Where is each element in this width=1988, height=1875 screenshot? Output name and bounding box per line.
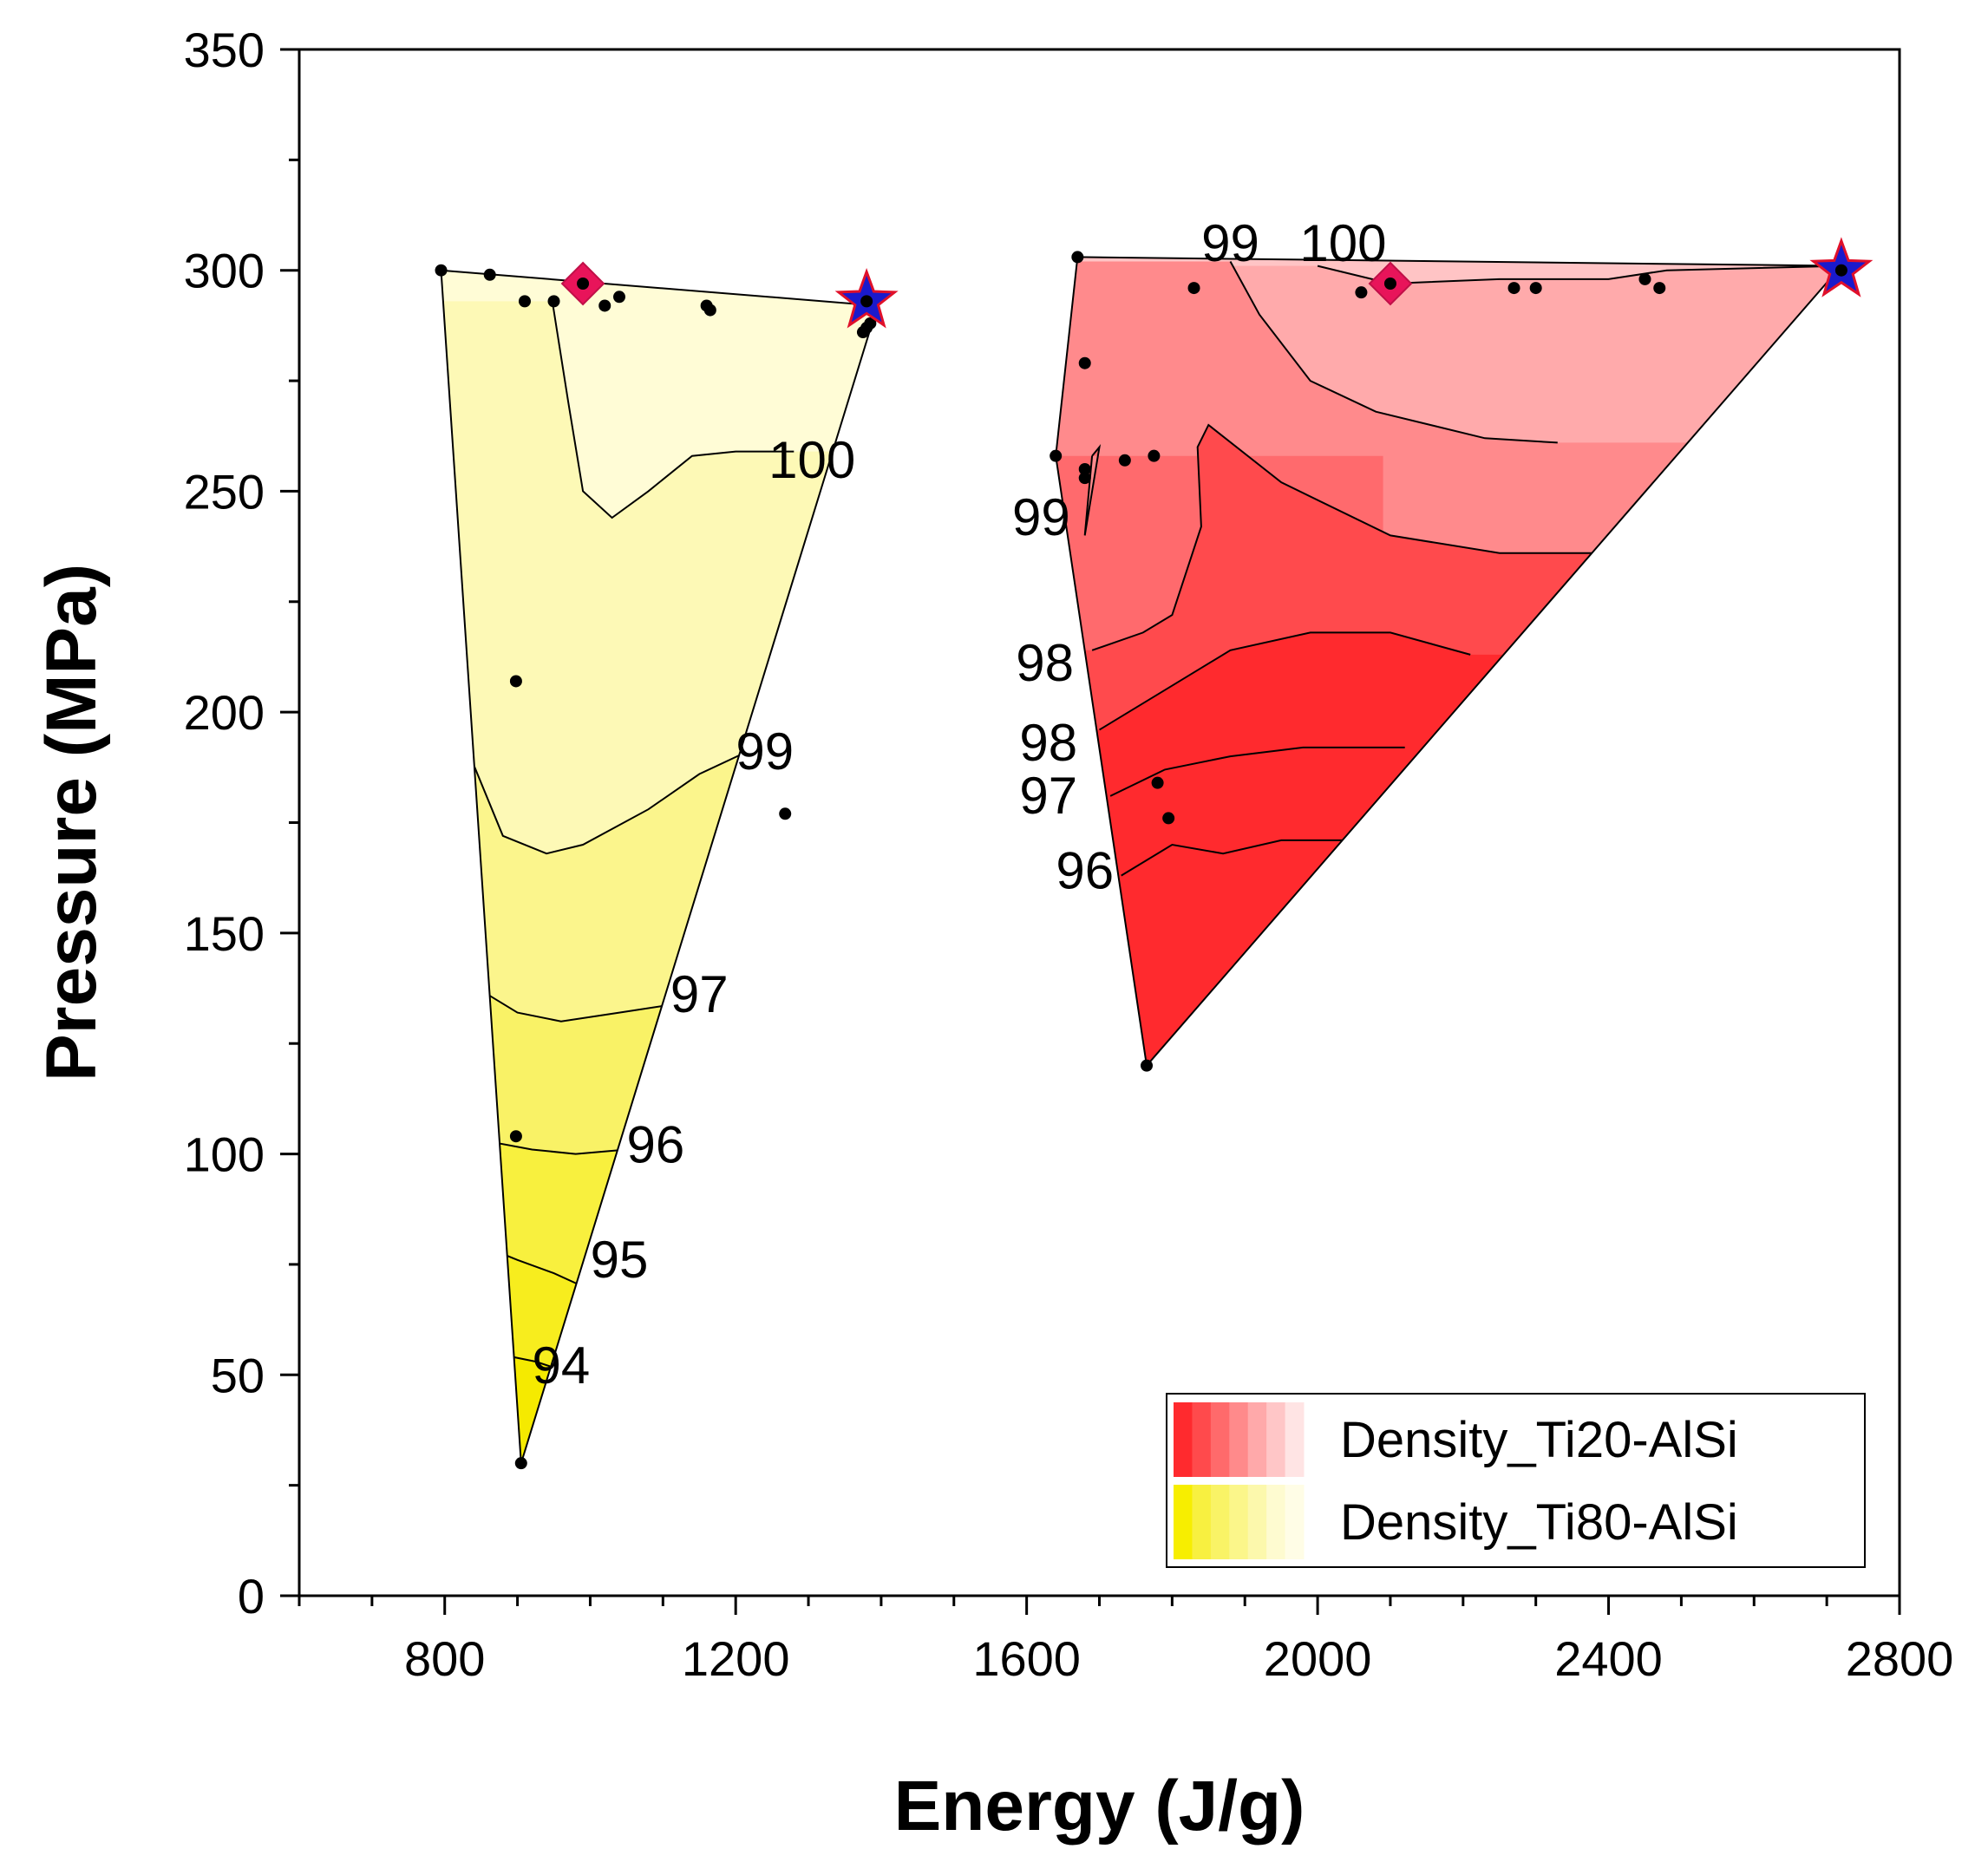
data-point xyxy=(864,317,877,330)
data-point xyxy=(703,304,716,317)
y-axis-title: Pressure (MPa) xyxy=(32,564,111,1081)
x-tick-label: 1600 xyxy=(972,1631,1081,1686)
contour-line xyxy=(1121,839,1347,877)
data-point xyxy=(1187,282,1200,295)
contour-label: 94 xyxy=(533,1336,591,1395)
data-point xyxy=(1078,462,1091,475)
contour-label: 99 xyxy=(1201,214,1259,272)
data-point xyxy=(1151,776,1164,789)
legend-label: Density_Ti80-AlSi xyxy=(1340,1494,1738,1551)
data-point xyxy=(1529,282,1542,295)
contour-label: 100 xyxy=(1299,214,1386,272)
contour-label: 97 xyxy=(670,965,729,1023)
data-point xyxy=(483,268,496,281)
legend-swatch-segment xyxy=(1247,1485,1267,1559)
data-point xyxy=(1383,277,1396,290)
contour-line xyxy=(1109,746,1405,797)
legend-swatch-segment xyxy=(1192,1402,1212,1477)
legend-swatch-segment xyxy=(1174,1485,1193,1559)
y-tick-label: 300 xyxy=(184,244,265,298)
contour-line xyxy=(1091,423,1602,651)
data-point xyxy=(509,1130,522,1143)
legend-swatch-segment xyxy=(1247,1402,1267,1477)
band-fill xyxy=(441,990,878,1464)
legend-swatch-segment xyxy=(1285,1485,1305,1559)
data-point xyxy=(1507,282,1520,295)
contour-label: 96 xyxy=(627,1115,685,1173)
y-tick-label: 100 xyxy=(184,1127,265,1182)
band-fill xyxy=(1056,840,1638,1066)
axes: 800 1200 1600 2000 2400 2800 0 50 100 150 200 250 30… xyxy=(32,23,1953,1846)
y-tick-label: 350 xyxy=(184,23,265,77)
data-point xyxy=(547,295,560,308)
data-point xyxy=(1118,454,1131,467)
band-fill xyxy=(441,1140,878,1464)
contour-label: 99 xyxy=(736,722,794,781)
legend-swatch-segment xyxy=(1229,1485,1249,1559)
x-tick-label: 2400 xyxy=(1554,1631,1663,1686)
data-point xyxy=(1078,356,1091,369)
y-tick-label: 0 xyxy=(238,1569,265,1623)
data-point xyxy=(435,264,448,277)
contour-line xyxy=(484,1140,627,1155)
data-point xyxy=(1050,449,1063,462)
legend-swatch-segment xyxy=(1192,1485,1212,1559)
contour-label: 97 xyxy=(1019,767,1077,825)
legend-swatch-segment xyxy=(1266,1485,1286,1559)
contour-label: 99 xyxy=(1012,488,1070,546)
data-point xyxy=(1653,282,1666,295)
contour-label: 96 xyxy=(1056,842,1114,900)
x-tick-label: 800 xyxy=(404,1631,485,1686)
y-tick-label: 150 xyxy=(184,906,265,961)
legend-swatch-segment xyxy=(1285,1402,1305,1477)
contour-label: 98 xyxy=(1016,634,1074,692)
y-tick-label: 50 xyxy=(211,1348,265,1402)
contour-line xyxy=(1098,631,1471,731)
data-point xyxy=(1071,251,1084,264)
data-point xyxy=(1834,264,1847,277)
data-point xyxy=(1355,286,1368,299)
contour-line xyxy=(1229,261,1558,444)
data-point xyxy=(598,299,611,312)
data-point xyxy=(779,807,792,820)
contour-label: 95 xyxy=(591,1231,649,1289)
legend-label: Density_Ti20-AlSi xyxy=(1340,1412,1738,1468)
data-point xyxy=(1078,472,1091,485)
data-point xyxy=(577,277,590,290)
x-tick-label: 2800 xyxy=(1846,1631,1954,1686)
data-point xyxy=(1638,272,1651,285)
legend-swatch-segment xyxy=(1174,1402,1193,1477)
legend-swatch-segment xyxy=(1229,1402,1249,1477)
data-point xyxy=(856,326,869,339)
data-point xyxy=(514,1457,527,1470)
y-tick-label: 250 xyxy=(184,464,265,519)
legend-swatch-segment xyxy=(1266,1402,1286,1477)
contour-label: 100 xyxy=(768,431,855,489)
band-fill xyxy=(441,301,878,1464)
data-point xyxy=(1148,449,1161,462)
data-point xyxy=(509,675,522,688)
legend: Density_Ti20-AlSi Density_Ti80-AlSi xyxy=(1166,1393,1866,1568)
contour-line xyxy=(1083,443,1102,536)
contour-line xyxy=(551,301,795,519)
band-fill xyxy=(441,1246,874,1464)
data-point xyxy=(1162,812,1175,825)
data-point xyxy=(613,291,625,304)
x-axis-title: Energy (J/g) xyxy=(894,1767,1305,1846)
data-point xyxy=(860,295,873,308)
boundary-outline xyxy=(440,269,880,1464)
data-point xyxy=(518,295,531,308)
legend-swatch-segment xyxy=(1210,1485,1230,1559)
contour-line xyxy=(473,751,748,855)
contour-line xyxy=(481,990,678,1022)
contour-label: 98 xyxy=(1019,714,1077,772)
x-tick-label: 2000 xyxy=(1264,1631,1372,1686)
y-tick-label: 200 xyxy=(184,685,265,740)
x-tick-label: 1200 xyxy=(682,1631,790,1686)
legend-swatch-segment xyxy=(1210,1402,1230,1477)
data-point xyxy=(1141,1059,1154,1072)
